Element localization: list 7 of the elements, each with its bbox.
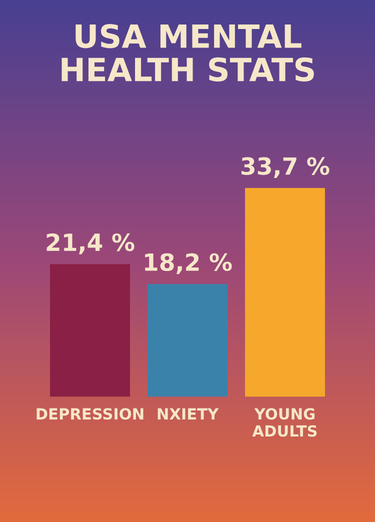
x-tick-label: YOUNG ADULTS [252, 408, 317, 437]
data-label: 21,4 % [46, 233, 134, 254]
data-label: 18,2 % [145, 253, 232, 274]
data-label: 33,7 % [242, 157, 330, 178]
chart-title: USA MENTAL HEALTH STATS [62, 24, 314, 82]
x-tick-label: DEPRESSION [36, 408, 144, 420]
x-tick-label: NXIETY [158, 408, 219, 420]
